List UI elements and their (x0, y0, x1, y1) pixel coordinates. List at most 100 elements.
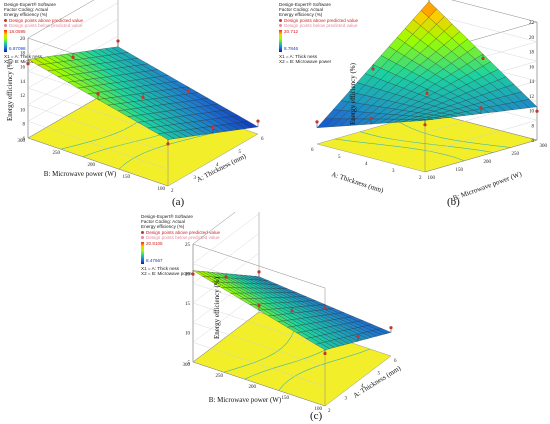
colorbar (279, 30, 282, 53)
x-axis-title: A: Thickness (mm) (330, 170, 385, 195)
contour-line (360, 131, 494, 153)
factor-x1-label: X1 = A: Thick ness (279, 54, 318, 60)
y-tick-label: 250 (53, 151, 61, 156)
design-point (290, 309, 294, 313)
design-point (211, 125, 215, 130)
x-tick-label: 6 (311, 148, 314, 153)
design-point (257, 270, 261, 274)
z-tick-label: 14 (529, 80, 535, 85)
z-tick-label: 14 (20, 80, 26, 85)
surface-cell (316, 118, 333, 128)
factor-x2-label: X2 = B: Microwave power (279, 59, 332, 65)
colorbar-max: 20.8105 (146, 241, 163, 247)
z-tick-label: 8 (23, 123, 26, 128)
design-point (116, 39, 120, 43)
y-tick-label: 100 (158, 187, 166, 192)
design-point (479, 106, 483, 110)
z-tick-label: 22 (529, 21, 535, 26)
design-point (315, 120, 319, 124)
z-tick-label: 20 (529, 36, 535, 41)
panel-c: Design-Expert® Software Factor Coding: A… (137, 212, 413, 424)
software-label: Design-Expert® Software (4, 2, 56, 7)
y-tick-label: 150 (456, 168, 464, 173)
z-tick-label: 20 (185, 273, 191, 278)
z-tick-label: 16 (529, 65, 535, 70)
design-point (535, 109, 539, 113)
design-point (323, 351, 327, 356)
y-axis-title: B: Microwave power (W) (44, 170, 117, 178)
info-block: Design-Expert® Software Factor Coding: A… (141, 214, 220, 276)
colorbar-max: 20.712 (284, 29, 299, 35)
contour-line (397, 120, 511, 148)
x-tick-label: 6 (394, 359, 397, 364)
z-axis-title: Energy efficiency (%) (6, 58, 14, 121)
x-tick-label: 4 (216, 163, 219, 168)
wall-gridline (192, 252, 326, 348)
design-point (369, 116, 373, 120)
design-point (323, 306, 327, 310)
x-tick-label: 4 (361, 384, 364, 389)
x-tick-label: 6 (261, 137, 264, 142)
y-tick-label: 100 (315, 407, 323, 412)
colorbar (4, 30, 7, 53)
legend-below: Design points below predicted value (146, 234, 220, 240)
z-tick-label: 16 (20, 66, 26, 71)
z-tick-label: 12 (529, 95, 535, 100)
factor-coding-label: Factor Coding: Actual (141, 219, 185, 225)
contour-line (334, 138, 465, 162)
y-axis-title: B: Microwave power (W) (209, 396, 282, 404)
z-tick-label: 15 (185, 302, 191, 307)
y-tick-label: 200 (484, 160, 492, 165)
y-tick-label: 200 (249, 385, 257, 390)
design-point (425, 91, 429, 96)
design-point (186, 89, 190, 93)
design-point (96, 92, 100, 96)
y-tick-label: 100 (428, 176, 436, 181)
y-tick-label: 150 (123, 175, 131, 180)
design-point (224, 275, 228, 279)
contour-line (223, 324, 297, 373)
design-point (166, 142, 170, 146)
factor-x1-label: X1 = A: Thick ness (141, 266, 180, 272)
design-point (389, 326, 393, 330)
x-tick-label: 2 (419, 176, 422, 181)
response-label: Energy efficiency (%) (4, 12, 48, 18)
design-point (141, 95, 145, 100)
software-label: Design-Expert® Software (279, 2, 331, 7)
x-tick-label: 5 (239, 150, 242, 155)
below-marker-icon (141, 236, 144, 240)
factor-coding-label: Factor Coding: Actual (4, 7, 48, 13)
design-point (371, 67, 375, 71)
panel-label: (a) (172, 196, 185, 208)
colorbar (141, 242, 144, 265)
legend-below: Design points below predicted value (9, 22, 83, 28)
legend-above: Design points above predicted value (146, 229, 221, 235)
colorbar-max: 18.0595 (9, 29, 26, 35)
design-point (423, 123, 427, 127)
z-tick-label: 12 (20, 94, 26, 99)
z-tick-label: 20 (20, 37, 26, 42)
above-marker-icon (279, 18, 282, 22)
z-tick-label: 25 (185, 243, 191, 248)
wall-gridline (192, 292, 326, 387)
software-label: Design-Expert® Software (141, 214, 193, 219)
y-tick-label: 250 (512, 152, 520, 157)
z-tick-label: 10 (529, 110, 535, 115)
surface-cell (376, 328, 392, 334)
y-tick-label: 300 (18, 139, 26, 144)
above-marker-icon (4, 18, 7, 22)
y-axis-title: B: Microwave power (W) (452, 170, 523, 203)
y-tick-label: 300 (540, 144, 548, 149)
panel-b: Design-Expert® Software Factor Coding: A… (275, 0, 550, 212)
z-axis-title: Energy efficiency (%) (213, 276, 221, 339)
design-point (191, 272, 195, 276)
below-marker-icon (4, 24, 7, 28)
panel-label: (c) (310, 410, 323, 422)
info-block: Design-Expert® Software Factor Coding: A… (4, 2, 83, 64)
y-tick-label: 200 (88, 163, 96, 168)
design-point (257, 303, 261, 308)
colorbar-min: 6.87098 (9, 46, 26, 52)
